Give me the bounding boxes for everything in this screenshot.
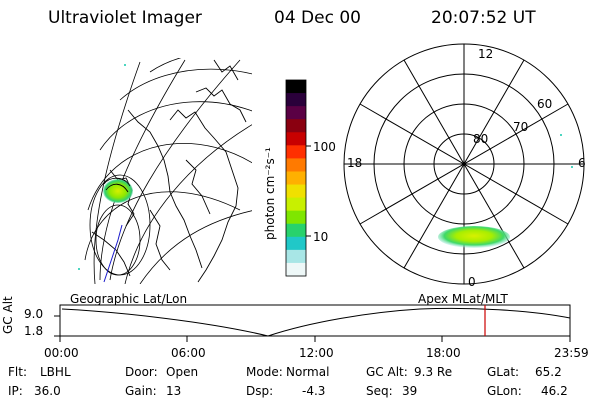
polar-mlt-18: 18 <box>347 156 363 170</box>
date-label: 04 Dec 00 <box>274 8 361 28</box>
polar-mlt-12: 12 <box>478 47 494 61</box>
polar-plot <box>343 43 585 285</box>
geographic-label: Geographic Lat/Lon <box>70 292 188 306</box>
colorbar-segment <box>286 236 306 251</box>
info-gain-key: Gain: <box>125 384 157 398</box>
colorbar-segment <box>286 249 306 264</box>
colorbar-unit-label: photon cm⁻²s⁻¹ <box>263 147 277 240</box>
colorbar-tick-100: 100 <box>313 140 336 154</box>
colorbar-segment <box>286 223 306 238</box>
polar-lat-60: 60 <box>537 97 553 111</box>
colorbar-segment <box>286 171 306 186</box>
info-dsp-key: Dsp: <box>246 384 274 398</box>
timeline-xtick-1200: 12:00 <box>299 346 334 360</box>
timeline-y-label: GC Alt <box>1 296 15 334</box>
colorbar-segment <box>286 197 306 212</box>
info-mode-key: Mode: <box>246 365 283 379</box>
info-gain-value: 13 <box>166 384 182 398</box>
timeline-xtick-0000: 00:00 <box>44 346 79 360</box>
map-noise <box>78 64 573 270</box>
colorbar-segment <box>286 93 306 107</box>
info-door-key: Door: <box>125 365 158 379</box>
timeline-ytick-9: 9.0 <box>24 307 44 321</box>
info-dsp-value: -4.3 <box>302 384 326 398</box>
geographic-map <box>84 58 252 284</box>
instrument-title: Ultraviolet Imager <box>48 8 202 28</box>
info-glat-key: GLat: <box>487 365 520 379</box>
polar-lat-80: 80 <box>473 132 489 146</box>
info-door-value: Open <box>166 365 199 379</box>
info-glon-key: GLon: <box>487 384 522 398</box>
info-glon-value: 46.2 <box>541 384 568 398</box>
polar-lat-70: 70 <box>513 120 529 134</box>
colorbar-segment <box>286 158 306 173</box>
colorbar-segment <box>286 145 306 159</box>
timeline-xtick-2359: 23:59 <box>554 346 589 360</box>
colorbar-segment <box>286 80 306 94</box>
colorbar-segment <box>286 106 306 120</box>
info-seq-value: 39 <box>402 384 418 398</box>
colorbar-segment <box>286 132 306 146</box>
time-label: 20:07:52 UT <box>431 8 536 28</box>
timeline-xtick-0600: 06:00 <box>171 346 206 360</box>
info-mode-value: Normal <box>286 365 330 379</box>
polar-mlt-0: 0 <box>468 275 476 289</box>
apex-label: Apex MLat/MLT <box>418 292 508 306</box>
colorbar-segment <box>286 262 306 277</box>
info-glat-value: 65.2 <box>535 365 562 379</box>
auroral-oval <box>438 226 510 248</box>
info-flt-key: Flt: <box>8 365 27 379</box>
info-ip-value: 36.0 <box>34 384 61 398</box>
altitude-curve <box>61 307 571 337</box>
info-gcalt-key: GC Alt: <box>366 365 408 379</box>
colorbar-tick-10: 10 <box>313 230 329 244</box>
timeline-xtick-1800: 18:00 <box>426 346 461 360</box>
colorbar-segment <box>286 119 306 133</box>
info-gcalt-value: 9.3 Re <box>414 365 453 379</box>
info-ip-key: IP: <box>8 384 23 398</box>
colorbar <box>286 80 306 277</box>
colorbar-segment <box>286 184 306 199</box>
polar-mlt-6: 6 <box>578 156 586 170</box>
colorbar-segment <box>286 210 306 225</box>
info-seq-key: Seq: <box>366 384 393 398</box>
info-flt-value: LBHL <box>40 365 71 379</box>
timeline-ytick-1-8: 1.8 <box>24 324 44 338</box>
timeline-plot <box>54 304 571 342</box>
